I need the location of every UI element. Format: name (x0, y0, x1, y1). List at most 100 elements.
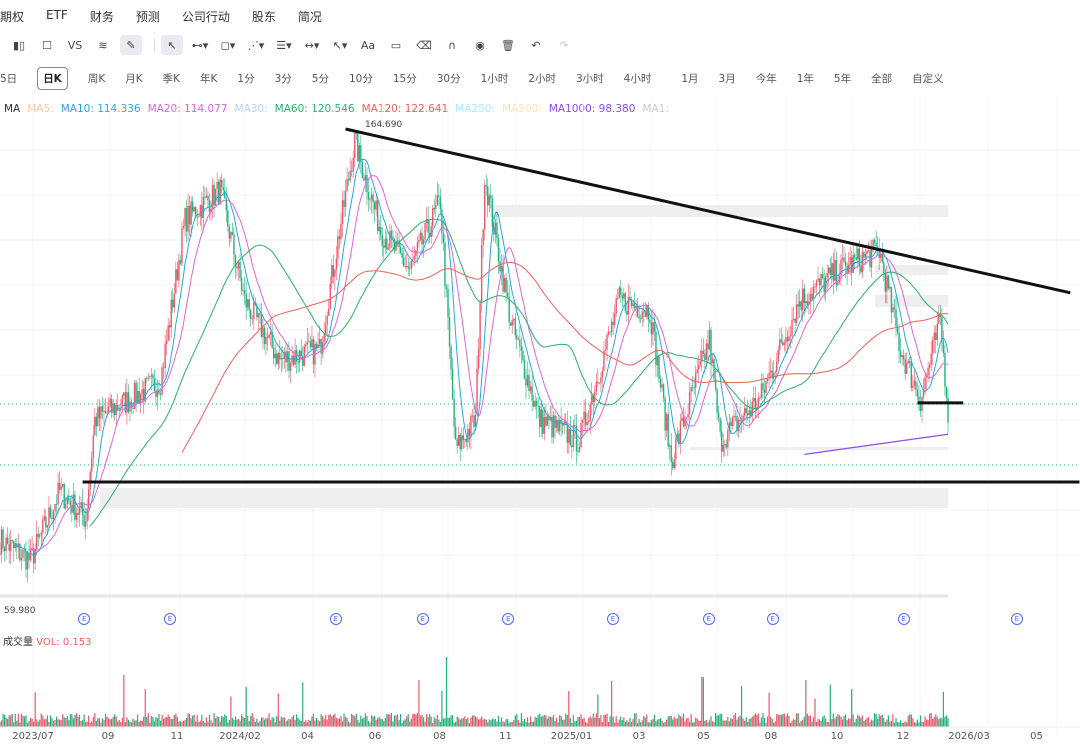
earnings-marker[interactable]: E (416, 613, 429, 625)
volume-bar (597, 694, 599, 727)
period-tab[interactable]: 1分 (237, 73, 255, 85)
period-tab[interactable]: 2小时 (528, 73, 556, 85)
candle-body (695, 372, 697, 388)
menu-shareholders[interactable]: 股东 (251, 10, 276, 24)
compare-button[interactable]: VS (67, 38, 83, 52)
eye-icon[interactable]: ◉ (475, 38, 485, 52)
volume-bar (514, 715, 516, 727)
redo-icon[interactable]: ↷ (559, 38, 569, 52)
candle-body (248, 299, 250, 311)
volume-bar (130, 722, 133, 727)
earnings-marker[interactable]: E (702, 613, 715, 625)
earnings-marker[interactable]: E (606, 613, 619, 625)
fib-tool-icon[interactable]: ☰▾ (276, 38, 292, 52)
magnet-icon[interactable]: ∩ (447, 38, 457, 52)
volume-bar (69, 714, 71, 727)
measure-tool-icon[interactable]: ↔▾ (304, 38, 320, 52)
volume-bar (407, 714, 409, 727)
volume-bar (193, 714, 195, 727)
period-tab[interactable]: 10分 (348, 73, 373, 85)
volume-bar (152, 716, 154, 727)
period-tab[interactable]: 1小时 (480, 73, 509, 85)
line-tool-icon[interactable]: ⊷▾ (191, 38, 209, 52)
candle-body (724, 444, 726, 446)
menu-options[interactable]: 期权 (0, 10, 25, 24)
eraser-icon[interactable]: ⌫ (416, 38, 432, 52)
candle-body (430, 226, 432, 238)
period-tab[interactable]: 30分 (436, 73, 461, 85)
period-tab[interactable]: 4小时 (623, 73, 652, 85)
period-tab[interactable]: 5年 (833, 73, 852, 85)
candle-body (124, 392, 127, 413)
period-tab[interactable]: 月K (125, 73, 143, 85)
period-tab[interactable]: 15分 (392, 73, 417, 85)
period-tab[interactable]: 3月 (718, 73, 736, 85)
period-tab[interactable]: 日K (37, 67, 68, 90)
indicator-icon[interactable]: ≋ (98, 38, 108, 52)
arrow-tool-icon[interactable]: ↖▾ (332, 38, 348, 52)
candle-type-icon[interactable]: ▮▯ (12, 38, 26, 52)
volume-bar (529, 716, 532, 727)
candle-body (500, 265, 503, 272)
period-tab[interactable]: 1年 (796, 73, 814, 85)
pen-icon[interactable]: ✎ (120, 35, 142, 55)
period-tab[interactable]: 5日 (0, 73, 18, 85)
candle-body (139, 393, 142, 404)
volume-bar (617, 722, 619, 727)
price-chart[interactable] (0, 96, 1080, 746)
candle-body (662, 384, 665, 399)
volume-bar (178, 721, 180, 727)
period-tab[interactable]: 3分 (274, 73, 292, 85)
period-tab[interactable]: 自定义 (912, 73, 944, 85)
candle-body (895, 309, 897, 327)
period-tab[interactable]: 季K (162, 73, 180, 85)
candle-body (618, 287, 620, 299)
text-tool-button[interactable]: Aa (360, 38, 376, 52)
earnings-marker[interactable]: E (78, 613, 91, 625)
volume-bar (892, 714, 894, 727)
volume-bar (421, 714, 423, 727)
menu-profile[interactable]: 简况 (297, 10, 322, 24)
menu-etf[interactable]: ETF (46, 8, 68, 22)
pattern-tool-icon[interactable]: ⋰▾ (247, 38, 265, 52)
candle-body (136, 390, 139, 404)
volume-bar (614, 722, 616, 727)
period-tab[interactable]: 全部 (871, 73, 893, 85)
candle-body (815, 280, 818, 287)
earnings-marker[interactable]: E (502, 613, 515, 625)
earnings-marker[interactable]: E (163, 613, 176, 625)
earnings-marker[interactable]: E (766, 613, 779, 625)
volume-bar (771, 718, 773, 727)
volume-bar (780, 714, 782, 727)
volume-bar (297, 717, 299, 727)
period-tab[interactable]: 周K (87, 73, 106, 85)
volume-bar (358, 722, 360, 727)
menu-financials[interactable]: 财务 (89, 10, 114, 24)
earnings-marker[interactable]: E (1010, 613, 1023, 625)
shape-tool-icon[interactable]: ◻▾ (220, 38, 236, 52)
trash-icon[interactable]: 🗑 (501, 38, 515, 52)
period-tab[interactable]: 3小时 (575, 73, 604, 85)
period-tab[interactable]: 5分 (311, 73, 329, 85)
square-icon[interactable]: ☐ (42, 38, 52, 52)
candle-body (535, 400, 538, 406)
volume-bar (20, 713, 23, 727)
volume-bar (280, 716, 282, 727)
menu-forecast[interactable]: 预测 (135, 10, 160, 24)
candle-body (578, 447, 581, 452)
cursor-icon[interactable]: ↖ (161, 35, 183, 55)
undo-icon[interactable]: ↶ (531, 38, 541, 52)
period-tab[interactable]: 1月 (681, 73, 699, 85)
period-tab[interactable]: 今年 (755, 73, 777, 85)
volume-bar (699, 720, 701, 727)
volume-bar (328, 714, 330, 727)
candle-body (349, 170, 351, 181)
menu-corporate-actions[interactable]: 公司行动 (181, 10, 230, 24)
volume-bar (352, 715, 354, 727)
volume-bar (196, 714, 198, 727)
comment-icon[interactable]: ▭ (390, 38, 402, 52)
period-tab[interactable]: 年K (200, 73, 218, 85)
volume-bar (785, 716, 787, 727)
earnings-marker[interactable]: E (897, 613, 910, 625)
earnings-marker[interactable]: E (329, 613, 342, 625)
